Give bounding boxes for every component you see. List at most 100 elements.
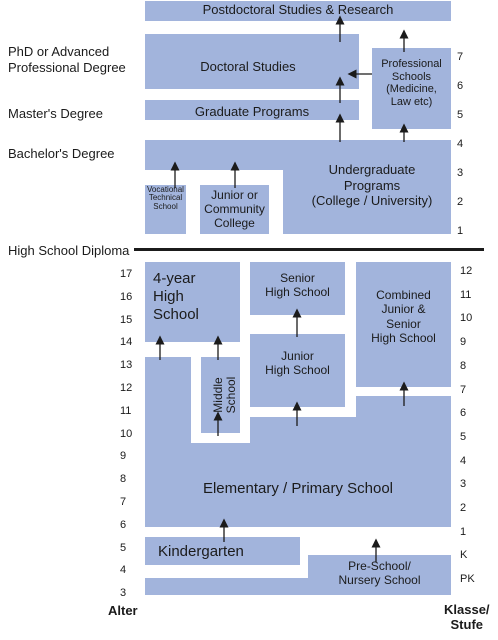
combined-line-2: Junior & <box>381 302 426 317</box>
upper-year-4: 3 <box>457 167 464 179</box>
age-2: 15 <box>120 313 133 326</box>
combined-line-1: Combined <box>376 288 431 302</box>
undergrad-block-main <box>283 140 451 234</box>
age-8: 9 <box>120 450 127 463</box>
grade-7: 5 <box>460 430 467 443</box>
bachelors-degree-label: Bachelor's Degree <box>8 146 115 161</box>
grade-11: 1 <box>460 525 467 538</box>
elementary-label: Elementary / Primary School <box>202 480 394 497</box>
junior-hs-block <box>250 334 345 407</box>
professional-line-4: Law etc) <box>390 95 433 108</box>
four-year-line-2: High <box>153 288 184 305</box>
elementary-block-bottom <box>145 443 451 527</box>
age-9: 8 <box>120 473 127 486</box>
diploma-divider-line <box>134 248 484 251</box>
four-year-line-3: School <box>153 306 199 323</box>
undergrad-line-1: Undergraduate <box>328 162 416 177</box>
grade-6: 6 <box>460 407 467 420</box>
vocational-line-2: Technical <box>148 193 183 203</box>
combined-line-4: High School <box>371 331 436 346</box>
age-axis-title: Alter <box>108 603 138 618</box>
preschool-label: Pre-School/ Nursery School <box>308 559 451 588</box>
junior-hs-line-1: Junior <box>281 349 314 363</box>
grade-10: 2 <box>460 502 467 514</box>
upper-year-1: 6 <box>457 80 464 92</box>
combined-hs-label: Combined Junior & Senior High School <box>356 288 451 346</box>
phd-line-1: PhD or Advanced <box>8 44 110 59</box>
upper-year-6: 1 <box>457 225 464 237</box>
professional-line-2: Schools <box>391 70 432 83</box>
grade-4: 8 <box>460 359 467 372</box>
grade-axis-title-line-2: Stufe <box>450 616 484 632</box>
preschool-block-bottom <box>145 578 451 595</box>
junior-hs-line-2: High School <box>265 362 330 377</box>
graduate-block <box>145 100 359 120</box>
undergrad-line-2: Programs <box>343 177 401 193</box>
junior-college-line-3: College <box>214 215 255 230</box>
junior-college-block <box>200 185 269 234</box>
upper-year-3: 4 <box>457 138 464 150</box>
masters-degree-label: Master's Degree <box>8 106 103 121</box>
age-10: 7 <box>120 496 127 508</box>
grade-0: 12 <box>460 265 473 277</box>
senior-hs-block <box>250 262 345 315</box>
undergrad-line-3: (College / University) <box>311 193 433 209</box>
senior-hs-line-1: Senior <box>280 271 315 285</box>
grade-9: 3 <box>460 478 467 491</box>
grade-2: 10 <box>460 312 473 325</box>
phd-degree-label: PhD or Advanced Professional Degree <box>8 44 126 77</box>
professional-schools-label: Professional Schools (Medicine, Law etc) <box>372 58 451 109</box>
professional-schools-block <box>372 48 451 129</box>
grade-12: K <box>460 549 468 562</box>
age-4: 13 <box>120 359 133 372</box>
vocational-label: Vocational Technical School <box>145 185 186 211</box>
grade-13: PK <box>460 573 475 586</box>
age-6: 11 <box>120 404 132 417</box>
doctoral-block <box>145 34 359 89</box>
professional-line-3: (Medicine, <box>386 83 437 96</box>
grade-1: 11 <box>460 288 472 301</box>
upper-year-2: 5 <box>457 109 464 121</box>
postdoc-label: Postdoctoral Studies & Research <box>202 2 394 17</box>
age-14: 3 <box>120 587 127 600</box>
age-13: 4 <box>120 564 127 577</box>
junior-college-label: Junior or Community College <box>200 188 269 230</box>
undergrad-label: Undergraduate Programs (College / Univer… <box>283 162 461 209</box>
vocational-line-3: School <box>153 201 178 211</box>
phd-line-2: Professional Degree <box>8 60 126 76</box>
postdoc-block <box>145 1 451 21</box>
preschool-line-2: Nursery School <box>338 572 421 587</box>
grade-3: 9 <box>460 336 467 349</box>
preschool-line-1: Pre-School/ <box>348 559 411 573</box>
junior-college-line-1: Junior or <box>211 188 258 202</box>
four-year-line-1: 4-year <box>153 270 196 287</box>
age-11: 6 <box>120 518 127 531</box>
senior-hs-line-2: High School <box>265 284 330 299</box>
professional-line-1: Professional <box>381 58 442 70</box>
combined-line-3: Senior <box>386 316 421 331</box>
upper-year-0: 7 <box>457 51 464 63</box>
combined-hs-block <box>356 262 451 387</box>
age-7: 10 <box>120 427 133 440</box>
junior-college-line-2: Community <box>204 201 265 216</box>
four-year-hs-label: 4-year High School <box>153 270 223 324</box>
age-12: 5 <box>120 541 127 554</box>
age-5: 12 <box>120 382 133 394</box>
kindergarten-block <box>145 537 300 565</box>
age-3: 14 <box>120 336 133 349</box>
senior-hs-label: Senior High School <box>250 271 345 300</box>
vocational-line-1: Vocational <box>147 185 184 194</box>
grade-5: 7 <box>460 383 467 396</box>
upper-year-5: 2 <box>457 196 464 208</box>
grade-axis-title-line-1: Klasse/ <box>444 602 490 617</box>
age-1: 16 <box>120 290 133 303</box>
age-0: 17 <box>120 268 133 280</box>
kindergarten-label: Kindergarten <box>158 543 244 560</box>
four-year-hs-block <box>145 262 240 342</box>
vocational-block <box>145 185 186 234</box>
graduate-label: Graduate Programs <box>194 104 310 119</box>
high-school-diploma-label: High School Diploma <box>8 243 130 258</box>
junior-hs-label: Junior High School <box>250 349 345 378</box>
doctoral-label: Doctoral Studies <box>200 59 296 74</box>
